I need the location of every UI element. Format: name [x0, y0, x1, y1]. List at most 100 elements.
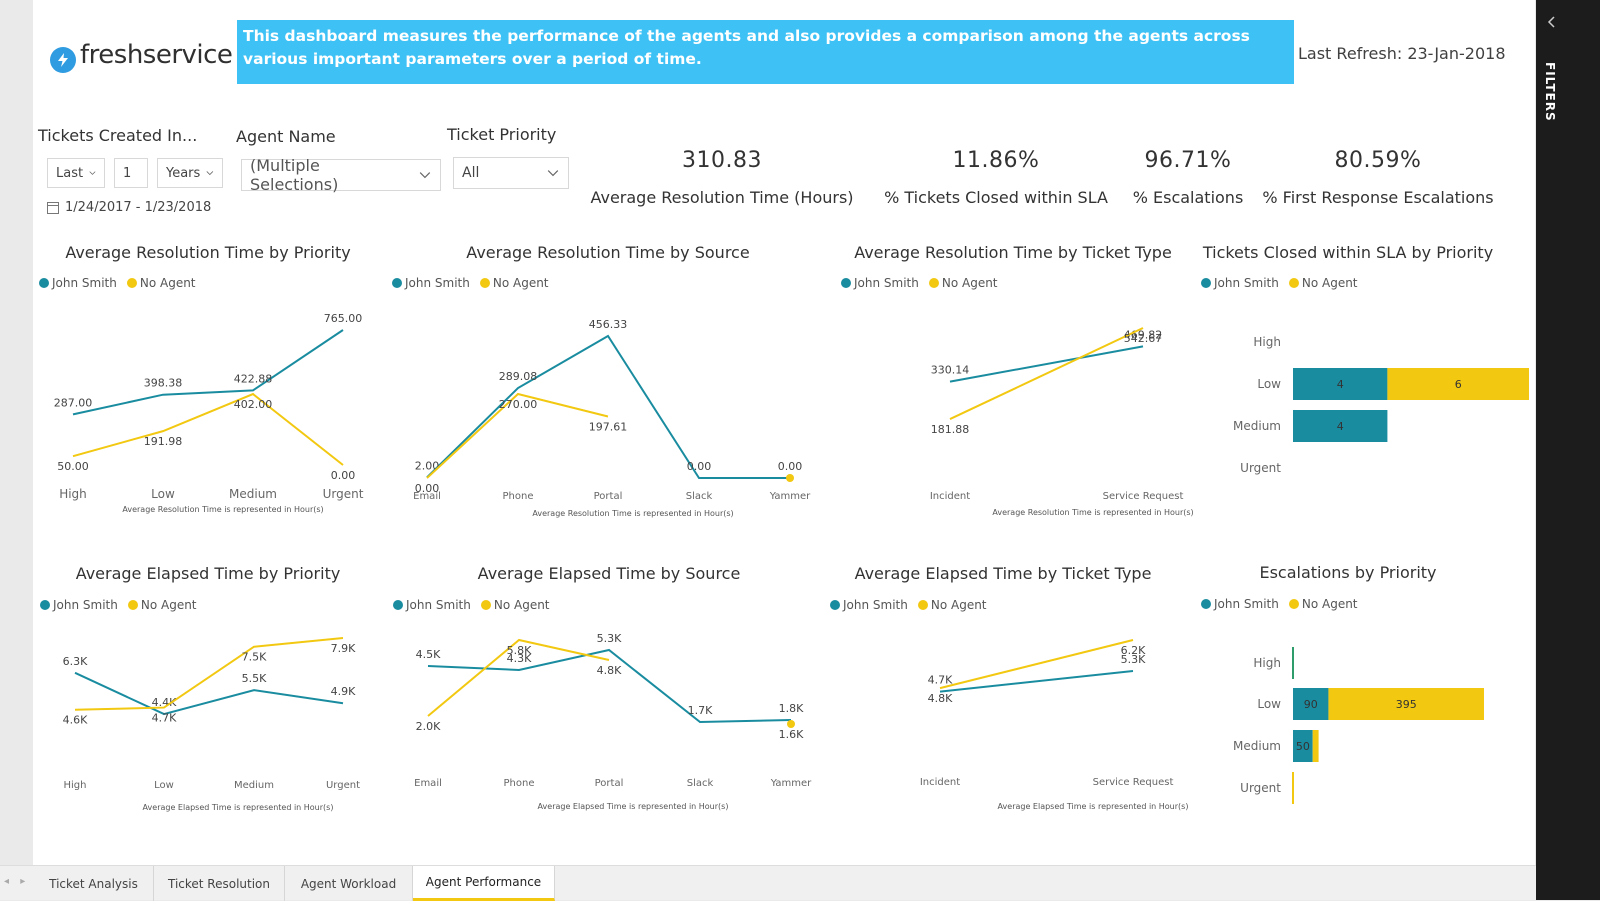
chart-title: Average Resolution Time by Source	[466, 243, 750, 262]
data-label: 1.8K	[779, 702, 804, 715]
filters-label[interactable]: FILTERS	[1543, 62, 1557, 122]
legend-marker-noagent	[928, 278, 939, 288]
filters-pane[interactable]	[1536, 0, 1600, 900]
date-range[interactable]: 1/24/2017 - 1/23/2018	[47, 200, 211, 215]
bar-label: 50	[1296, 740, 1310, 753]
chevron-down-icon	[206, 171, 214, 176]
x-tick-label: Service Request	[1093, 777, 1174, 788]
chart-title: Tickets Closed within SLA by Priority	[1202, 243, 1494, 262]
chevron-down-icon	[419, 172, 431, 179]
data-label: 1.6K	[779, 728, 804, 741]
elapsed-by-type-chart: 4.7K 5.3K 4.8K 6.2K Incident Service Request A…	[920, 639, 1188, 811]
y-tick-label: Urgent	[1240, 781, 1281, 795]
legend-john-label: John Smith	[53, 598, 118, 612]
bar-label: 90	[1304, 698, 1318, 711]
chart-legend: John Smith No Agent	[841, 276, 1008, 290]
chevron-left-icon[interactable]	[1547, 16, 1557, 28]
chart-title: Average Resolution Time by Priority	[65, 243, 351, 262]
calendar-icon	[47, 201, 59, 214]
kpi-resolution-time-value: 310.83	[682, 148, 762, 173]
agent-name-dropdown[interactable]: (Multiple Selections)	[241, 156, 441, 194]
series-line	[72, 329, 344, 416]
x-tick-label: Incident	[920, 777, 960, 788]
chart-legend: John Smith No Agent	[1201, 597, 1368, 611]
data-label: 5.5K	[242, 672, 267, 685]
priority-slicer-title: Ticket Priority	[447, 125, 557, 144]
data-label: 4.4K	[152, 696, 177, 709]
report-canvas: freshservice This dashboard measures the…	[33, 0, 1535, 865]
bar-label: 4	[1337, 420, 1344, 433]
data-label: 0.00	[778, 460, 803, 473]
legend-noagent-label: No Agent	[140, 598, 197, 612]
legend-noagent-label: No Agent	[941, 276, 998, 290]
bar-segment	[1293, 688, 1329, 720]
bar-label: 4	[1337, 378, 1344, 391]
priority-dropdown[interactable]: All	[453, 157, 569, 189]
data-label: 456.33	[589, 318, 628, 331]
x-tick-label: Phone	[503, 491, 534, 502]
series-line	[949, 345, 1144, 383]
bar-label: 6	[1455, 378, 1462, 391]
period-unit-dropdown[interactable]: Years	[157, 158, 223, 188]
series-line	[939, 669, 1134, 693]
data-label: 0.00	[331, 469, 356, 482]
bar-segment	[1312, 730, 1319, 762]
data-label: 1.7K	[688, 704, 713, 717]
resolution-by-source-chart: 2.00 289.08 456.33 0.00 0.00 0.00 270.00 197.61…	[413, 318, 811, 518]
legend-marker-john	[1201, 278, 1211, 288]
data-point	[786, 474, 794, 482]
tab-agent-workload[interactable]: Agent Workload	[285, 866, 413, 901]
chart-title: Average Elapsed Time by Ticket Type	[854, 564, 1152, 583]
elapsed-by-source-chart: 4.5K 4.3K 5.3K 1.7K 1.8K 2.0K 5.8K 4.8K 1.6K Emai…	[414, 632, 812, 811]
x-tick-label: Urgent	[326, 780, 360, 791]
data-label: 4.3K	[507, 652, 532, 665]
series-line	[427, 638, 610, 717]
brand-name: freshservice	[80, 40, 233, 70]
data-label: 6.3K	[63, 655, 88, 668]
tab-ticket-resolution[interactable]: Ticket Resolution	[154, 866, 285, 901]
data-label: 422.88	[234, 372, 273, 385]
legend-marker-noagent	[480, 600, 491, 610]
data-label: 4.6K	[63, 714, 88, 727]
y-tick-label: Medium	[1233, 419, 1281, 433]
chevron-down-icon	[89, 171, 96, 175]
period-dropdown[interactable]: Last	[47, 158, 105, 188]
chart-legend: John Smith No Agent	[392, 276, 559, 290]
axis-footnote: Average Resolution Time is represented i…	[122, 505, 323, 514]
x-tick-label: Yammer	[770, 778, 812, 789]
data-label: 330.14	[931, 364, 970, 377]
data-label: 4.9K	[331, 685, 356, 698]
legend-marker-john	[1201, 599, 1211, 609]
escalations-by-priority-chart: High Low 90 395 Medium 50 Urgent	[1233, 647, 1484, 804]
date-range-text: 1/24/2017 - 1/23/2018	[65, 200, 212, 215]
y-tick-label: Medium	[1233, 739, 1281, 753]
y-tick-label: High	[1253, 335, 1281, 349]
bar-segment	[1293, 730, 1313, 762]
x-tick-label: Email	[414, 778, 442, 789]
series-line	[72, 392, 344, 466]
legend-john-label: John Smith	[405, 276, 470, 290]
data-label: 50.00	[57, 460, 89, 473]
description-banner: This dashboard measures the performance …	[237, 20, 1294, 84]
data-label: 398.38	[144, 377, 183, 390]
period-count-input[interactable]: 1	[114, 158, 148, 188]
tab-scroll-arrows[interactable]: ◂ ▸	[4, 876, 30, 887]
legend-marker-noagent	[479, 278, 490, 288]
chart-legend: John Smith No Agent	[1201, 276, 1368, 290]
tab-ticket-analysis[interactable]: Ticket Analysis	[34, 866, 154, 901]
legend-john-label: John Smith	[1214, 597, 1279, 611]
data-label: 7.9K	[331, 642, 356, 655]
data-label: 5.8K	[507, 644, 532, 657]
legend-marker-john	[40, 600, 50, 610]
data-label: 4.5K	[416, 648, 441, 661]
data-label: 402.00	[234, 398, 273, 411]
x-tick-label: Medium	[234, 780, 274, 791]
legend-john-label: John Smith	[854, 276, 919, 290]
y-tick-label: High	[1253, 656, 1281, 670]
period-count-value: 1	[123, 165, 132, 181]
legend-marker-john	[830, 600, 840, 610]
legend-marker-noagent	[127, 600, 138, 610]
x-tick-label: High	[59, 487, 87, 501]
legend-marker-noagent	[1288, 278, 1299, 288]
tab-agent-performance[interactable]: Agent Performance	[413, 866, 555, 901]
